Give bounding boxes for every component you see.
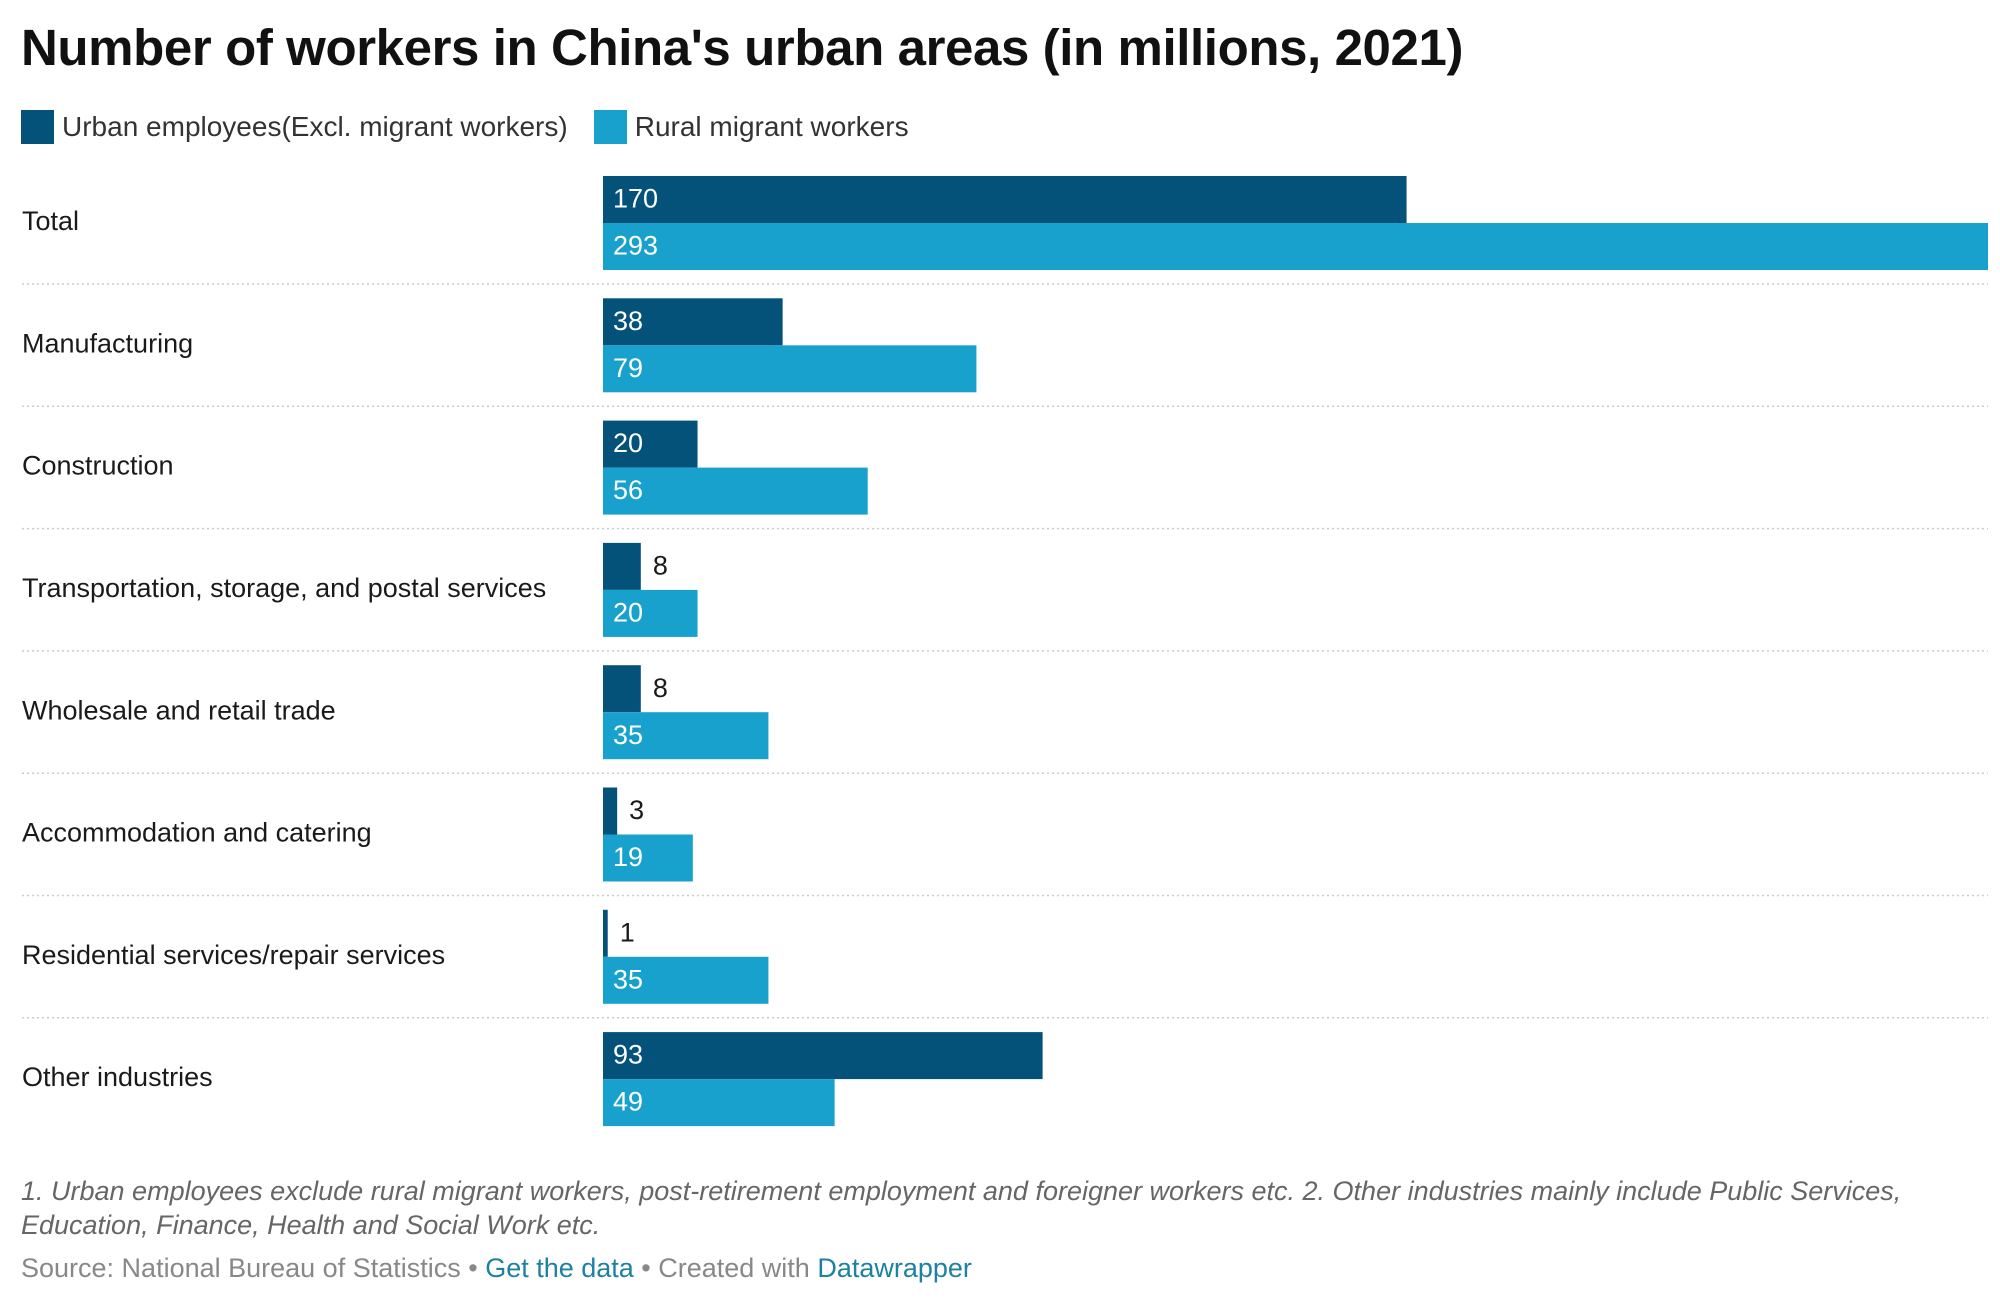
bar-urban-employees-excl-migrant-workers-transportation-storage-and-postal-services [603, 542, 641, 590]
value-label-rural-migrant-workers-residential-services-repair-services: 35 [613, 964, 643, 994]
bar-rural-migrant-workers-residential-services-repair-services [603, 956, 769, 1004]
value-label-urban-employees-excl-migrant-workers-accommodation-and-catering: 3 [629, 795, 644, 825]
legend-swatch-urban-employees [21, 110, 54, 144]
value-label-rural-migrant-workers-wholesale-and-retail-trade: 35 [613, 720, 643, 750]
value-label-rural-migrant-workers-other-industries: 49 [613, 1087, 643, 1117]
chart-title: Number of workers in China's urban areas… [21, 19, 1464, 76]
category-label-residential-services-repair-services: Residential services/repair services [22, 940, 445, 970]
category-label-total: Total [22, 206, 79, 236]
bar-urban-employees-excl-migrant-workers-wholesale-and-retail-trade [603, 665, 641, 713]
category-label-transportation-storage-and-postal-services: Transportation, storage, and postal serv… [22, 573, 546, 603]
value-label-rural-migrant-workers-construction: 56 [613, 475, 643, 505]
category-label-other-industries: Other industries [22, 1062, 213, 1092]
source-line: Source: National Bureau of Statistics • … [21, 1253, 972, 1284]
value-label-urban-employees-excl-migrant-workers-other-industries: 93 [613, 1040, 643, 1070]
value-label-urban-employees-excl-migrant-workers-construction: 20 [613, 428, 643, 458]
datawrapper-link[interactable]: Datawrapper [817, 1253, 972, 1283]
category-label-construction: Construction [22, 451, 174, 481]
value-label-urban-employees-excl-migrant-workers-wholesale-and-retail-trade: 8 [653, 673, 668, 703]
legend-item-rural-migrant-workers: Rural migrant workers [593, 110, 909, 144]
value-label-rural-migrant-workers-transportation-storage-and-postal-services: 20 [613, 598, 643, 628]
value-label-rural-migrant-workers-manufacturing: 79 [613, 353, 643, 383]
bar-rural-migrant-workers-accommodation-and-catering [603, 834, 693, 882]
value-label-rural-migrant-workers-accommodation-and-catering: 19 [613, 842, 643, 872]
source-text: Source: National Bureau of Statistics • [21, 1253, 486, 1283]
value-label-urban-employees-excl-migrant-workers-total: 170 [613, 184, 658, 214]
legend: Urban employees(Excl. migrant workers) R… [21, 109, 935, 145]
bar-rural-migrant-workers-transportation-storage-and-postal-services [603, 589, 698, 637]
legend-label-rural-migrant-workers: Rural migrant workers [634, 111, 909, 142]
created-with-text: • Created with [633, 1253, 818, 1283]
bar-urban-employees-excl-migrant-workers-manufacturing [603, 298, 783, 346]
bar-urban-employees-excl-migrant-workers-construction [603, 420, 698, 468]
get-the-data-link[interactable]: Get the data [485, 1253, 634, 1283]
bar-urban-employees-excl-migrant-workers-residential-services-repair-services [603, 909, 608, 957]
bar-rural-migrant-workers-construction [603, 467, 868, 515]
legend-swatch-rural-migrant-workers [593, 110, 627, 144]
bar-rural-migrant-workers-wholesale-and-retail-trade [603, 712, 769, 760]
legend-label-urban-employees: Urban employees(Excl. migrant workers) [62, 111, 568, 142]
bar-urban-employees-excl-migrant-workers-accommodation-and-catering [603, 787, 618, 835]
category-label-wholesale-and-retail-trade: Wholesale and retail trade [22, 695, 336, 725]
category-label-accommodation-and-catering: Accommodation and catering [22, 818, 372, 848]
value-label-urban-employees-excl-migrant-workers-transportation-storage-and-postal-services: 8 [653, 551, 668, 581]
value-label-urban-employees-excl-migrant-workers-manufacturing: 38 [613, 306, 643, 336]
bar-rural-migrant-workers-other-industries [603, 1079, 835, 1127]
value-label-urban-employees-excl-migrant-workers-residential-services-repair-services: 1 [620, 917, 635, 947]
category-label-manufacturing: Manufacturing [22, 328, 193, 358]
bar-urban-employees-excl-migrant-workers-total [603, 176, 1407, 223]
bar-rural-migrant-workers-total [603, 223, 1988, 270]
bar-rural-migrant-workers-manufacturing [603, 345, 977, 393]
value-label-rural-migrant-workers-total: 293 [613, 231, 658, 261]
footnote: 1. Urban employees exclude rural migrant… [21, 1176, 1902, 1240]
bar-chart: Total170293Manufacturing3879Construction… [22, 176, 1988, 1127]
bar-urban-employees-excl-migrant-workers-other-industries [603, 1032, 1043, 1080]
legend-item-urban-employees: Urban employees(Excl. migrant workers) [21, 110, 568, 144]
